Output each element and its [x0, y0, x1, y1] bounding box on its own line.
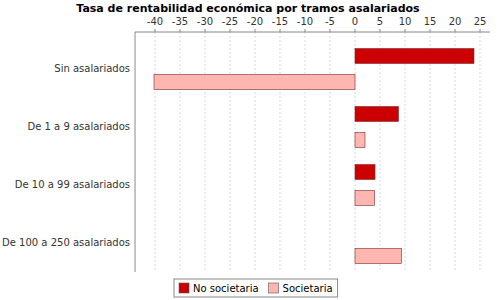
bar	[154, 75, 355, 90]
tick-label: -25	[222, 16, 238, 27]
legend: No societaria Societaria	[174, 279, 338, 297]
x-axis	[135, 32, 490, 33]
tick-label: 20	[449, 16, 462, 27]
bar	[355, 49, 474, 64]
chart: Tasa de rentabilidad económica por tramo…	[0, 0, 500, 300]
tick-label: 15	[424, 16, 437, 27]
tick-label: -20	[247, 16, 263, 27]
grid-line	[155, 32, 156, 272]
tick-label: -10	[297, 16, 313, 27]
tick-label: -5	[325, 16, 335, 27]
bar	[355, 249, 402, 264]
legend-label: No societaria	[193, 283, 259, 294]
legend-swatch	[269, 283, 279, 293]
bar	[355, 191, 375, 206]
bar	[355, 107, 399, 122]
grid-line	[330, 32, 331, 272]
legend-box	[174, 279, 338, 297]
grid-line	[355, 32, 356, 272]
grid-line	[305, 32, 306, 272]
tick-label: 25	[474, 16, 487, 27]
grid-line	[480, 32, 481, 272]
bar	[355, 165, 375, 180]
y-axis	[135, 32, 136, 272]
grid-line	[180, 32, 181, 272]
tick-label: -30	[197, 16, 213, 27]
legend-swatch	[179, 283, 189, 293]
tick-label: 5	[377, 16, 383, 27]
tick-label: -40	[147, 16, 163, 27]
category-label: De 10 a 99 asalariados	[15, 179, 130, 190]
category-label: De 1 a 9 asalariados	[28, 121, 131, 132]
grid-line	[230, 32, 231, 272]
tick-label: 0	[352, 16, 358, 27]
legend-label: Societaria	[283, 283, 333, 294]
tick-label: 10	[399, 16, 412, 27]
grid-line	[255, 32, 256, 272]
grid-line	[430, 32, 431, 272]
grid-line	[380, 32, 381, 272]
grid-line	[455, 32, 456, 272]
grid-line	[280, 32, 281, 272]
category-label: Sin asalariados	[54, 63, 130, 74]
title: Tasa de rentabilidad económica por tramo…	[76, 2, 420, 15]
bar	[355, 133, 365, 148]
tick-label: -15	[272, 16, 288, 27]
grid-line	[205, 32, 206, 272]
bars	[154, 49, 474, 264]
grid-line	[405, 32, 406, 272]
tick-label: -35	[172, 16, 188, 27]
category-label: De 100 a 250 asalariados	[2, 237, 130, 248]
